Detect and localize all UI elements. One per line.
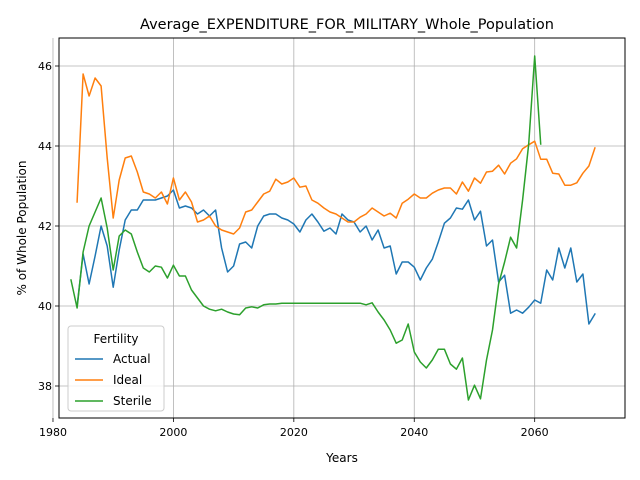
- y-tick-label: 42: [38, 220, 52, 233]
- x-tick-label: 2020: [280, 426, 308, 439]
- legend-box: [67, 325, 165, 412]
- legend-label-actual: Actual: [113, 352, 151, 366]
- y-tick-label: 38: [38, 380, 52, 393]
- legend-label-ideal: Ideal: [113, 373, 142, 387]
- series-line-sterile: [70, 55, 542, 401]
- legend-label-sterile: Sterile: [113, 394, 152, 408]
- x-tick-label: 2000: [159, 426, 187, 439]
- chart-title: Average_EXPENDITURE_FOR_MILITARY_Whole_P…: [140, 17, 554, 33]
- y-tick-label: 40: [38, 300, 52, 313]
- series-layer: [70, 55, 596, 401]
- y-tick-label: 44: [38, 140, 52, 153]
- x-tick-label: 1980: [39, 426, 67, 439]
- x-axis: 1980 2000 2020 2040 2060: [39, 418, 549, 439]
- x-axis-label: Years: [325, 451, 358, 465]
- y-tick-label: 46: [38, 60, 52, 73]
- legend: Fertility Actual Ideal Sterile: [67, 325, 165, 412]
- y-axis: 38 40 42 44 46: [38, 60, 59, 393]
- y-axis-label: % of Whole Population: [15, 161, 29, 296]
- x-tick-label: 2060: [521, 426, 549, 439]
- plot-frame: [58, 37, 626, 419]
- x-tick-label: 2040: [400, 426, 428, 439]
- series-line-ideal: [76, 73, 596, 235]
- legend-title: Fertility: [93, 332, 138, 346]
